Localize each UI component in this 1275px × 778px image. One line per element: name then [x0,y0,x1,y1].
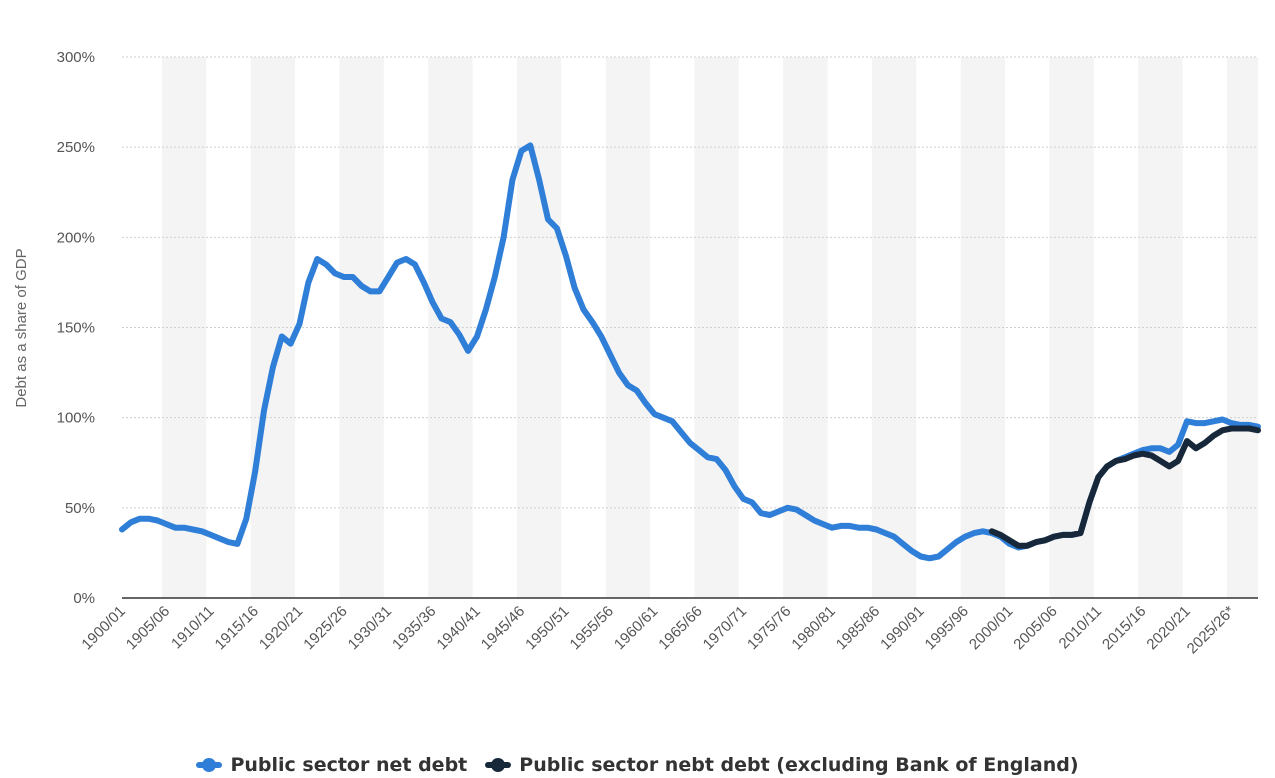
x-axis-tick-labels: 1900/011905/061910/111915/161920/211925/… [78,603,1238,658]
legend: Public sector net debt Public sector neb… [0,754,1275,776]
y-tick-label: 50% [65,500,95,517]
x-tick-label: 1900/01 [78,603,128,653]
y-axis-label: Debt as a share of GDP [13,248,30,407]
x-tick-label: 1995/96 [922,603,972,653]
x-tick-label: 1990/91 [877,603,927,653]
legend-item-excluding-boe[interactable]: Public sector nebt debt (excluding Bank … [485,754,1078,776]
x-tick-label: 2025/26* [1184,603,1239,658]
y-axis-tick-labels: 0% 50% 100% 150% 200% 250% 300% [57,49,95,607]
series-line-excluding-boe [992,429,1258,546]
y-tick-label: 250% [57,139,95,156]
x-tick-label: 1930/31 [345,603,395,653]
y-tick-label: 100% [57,410,95,427]
x-tick-label: 1985/86 [833,603,883,653]
x-tick-label: 1910/11 [168,603,218,653]
x-tick-label: 1925/26 [300,603,350,653]
y-tick-label: 300% [57,49,95,66]
x-tick-label: 2015/16 [1099,603,1149,653]
x-tick-label: 1970/71 [700,603,750,653]
legend-marker-icon [196,762,222,768]
x-tick-label: 2005/06 [1010,603,1060,653]
x-tick-label: 2000/01 [966,603,1016,653]
x-tick-label: 1935/36 [389,603,439,653]
x-tick-label: 1950/51 [522,603,572,653]
x-tick-label: 1915/16 [212,603,262,653]
x-tick-label: 1965/66 [655,603,705,653]
x-tick-label: 1955/56 [567,603,617,653]
x-tick-label: 1960/61 [611,603,661,653]
x-tick-label: 1940/41 [433,603,483,653]
column-band [694,57,738,598]
legend-label: Public sector net debt [230,754,467,776]
y-tick-label: 150% [57,320,95,337]
y-tick-label: 0% [73,590,95,607]
x-tick-label: 1905/06 [123,603,173,653]
x-tick-label: 2010/11 [1056,603,1106,653]
x-tick-label: 1945/46 [478,603,528,653]
column-band [251,57,295,598]
x-tick-label: 1980/81 [788,603,838,653]
legend-marker-icon [485,762,511,768]
legend-label: Public sector nebt debt (excluding Bank … [519,754,1078,776]
x-tick-label: 1920/21 [256,603,306,653]
legend-item-net-debt[interactable]: Public sector net debt [196,754,467,776]
x-tick-label: 1975/76 [744,603,794,653]
y-tick-label: 200% [57,229,95,246]
